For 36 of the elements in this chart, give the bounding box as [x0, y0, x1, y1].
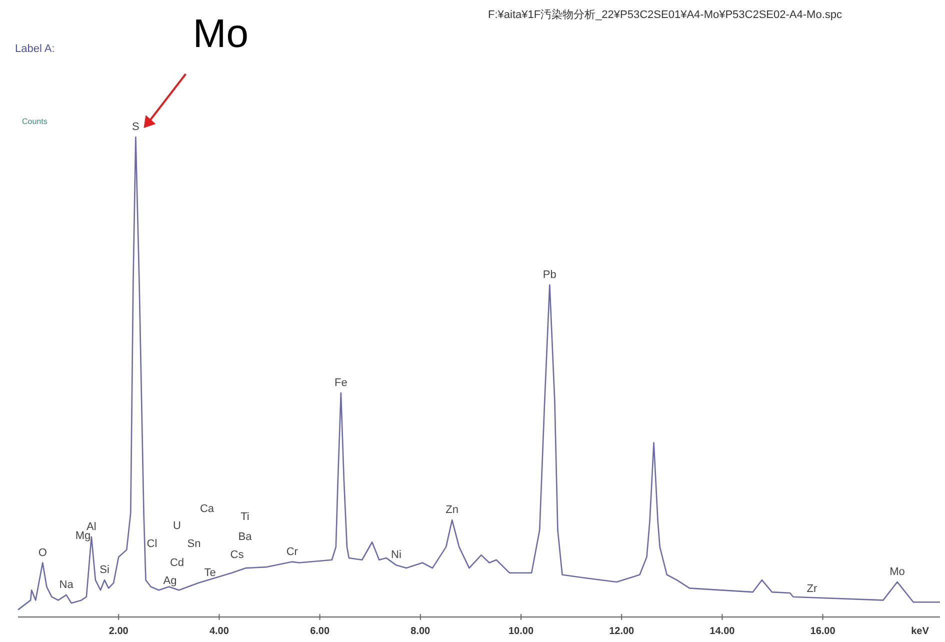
x-tick-label: 2.00: [108, 626, 129, 637]
x-tick-label: 4.00: [209, 626, 230, 637]
x-tick-label: 16.00: [810, 626, 836, 637]
annotation: Cr: [286, 546, 298, 558]
annotation: Pb: [542, 268, 556, 281]
annotation: Zn: [446, 504, 459, 516]
annotation: Mo: [890, 566, 905, 578]
annotation: Al: [86, 520, 96, 533]
annotation: O: [38, 546, 48, 559]
annotation: Na: [59, 578, 74, 591]
annotation: U: [173, 520, 182, 532]
x-tick-label: 12.00: [609, 626, 635, 637]
annotation: Mg: [75, 530, 91, 542]
annotation: Ni: [391, 549, 402, 562]
annotation: Ba: [238, 531, 253, 543]
annotation: Ti: [240, 511, 250, 523]
annotation: Ca: [200, 503, 215, 515]
annotation: Ag: [163, 575, 177, 587]
chart-title: F:¥aita¥1F汚染物分析_22¥P53C2SE01¥A4-Mo¥P53C2SE02-A4-Mo.spc: [488, 8, 842, 21]
x-tick-label: 10.00: [508, 626, 534, 637]
annotation: Zr: [806, 583, 818, 595]
annotation: Cs: [230, 549, 244, 561]
x-tick-label: 8.00: [410, 626, 431, 637]
text: Label A:: [15, 43, 55, 55]
x-tick-label: 6.00: [310, 626, 330, 637]
annotation: Te: [204, 567, 216, 579]
annotation: Sn: [187, 538, 201, 550]
annotation: Cl: [146, 538, 158, 550]
annotation: Si: [100, 564, 110, 576]
annotation: Mo: [192, 12, 248, 56]
annotation: S: [132, 121, 140, 133]
annotation: Fe: [334, 376, 348, 389]
x-axis-title: keV: [911, 626, 930, 637]
annotation: Cd: [170, 557, 184, 569]
y-axis-title: Counts: [22, 117, 48, 126]
x-tick-label: 14.00: [710, 626, 736, 637]
